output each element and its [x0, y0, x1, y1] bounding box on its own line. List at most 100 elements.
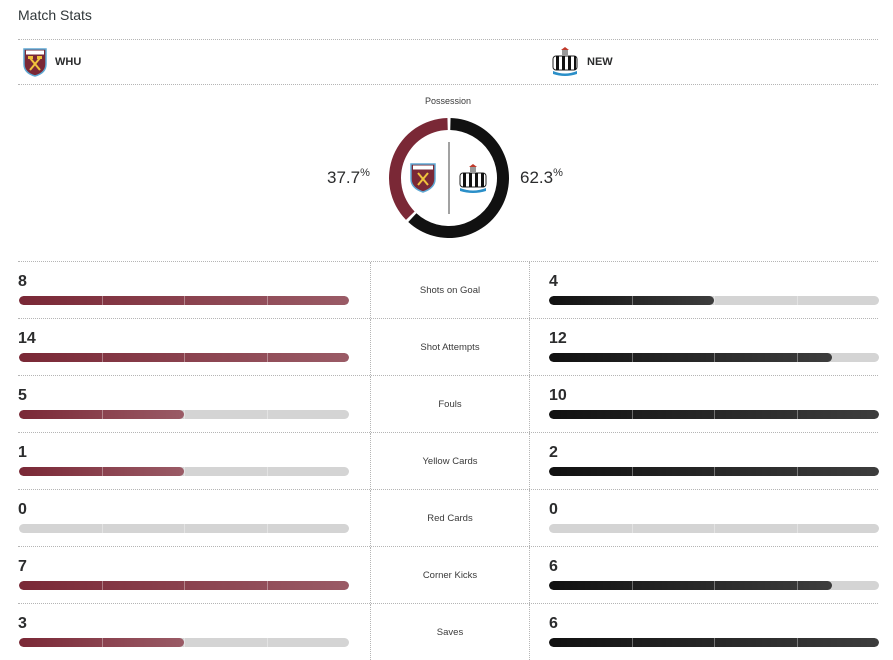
bar-segment	[266, 638, 268, 647]
stat-label: Yellow Cards	[370, 433, 530, 489]
stat-label: Saves	[370, 604, 530, 660]
bar-segment	[184, 410, 185, 419]
stat-home-bar	[19, 353, 349, 362]
bar-segment	[101, 638, 103, 647]
stat-away-value: 10	[549, 387, 567, 404]
bar-segment	[184, 638, 185, 647]
bar-segment	[184, 353, 185, 362]
bar-segment	[101, 581, 103, 590]
bar-segment	[796, 581, 798, 590]
west-ham-crest-icon	[23, 48, 47, 77]
possession-arc-away	[408, 118, 509, 238]
stat-label: Red Cards	[370, 490, 530, 546]
stat-label: Corner Kicks	[370, 547, 530, 603]
possession-away-value: 62.3%	[520, 167, 563, 187]
stat-home-bar	[19, 638, 349, 647]
stat-home-bar-fill	[19, 638, 268, 647]
bar-segment	[796, 296, 798, 305]
bar-segment	[714, 524, 715, 533]
stat-away-bar-fill	[549, 353, 832, 362]
stat-home-bar	[19, 524, 349, 533]
bar-segment	[796, 353, 798, 362]
bar-segment	[631, 524, 633, 533]
stat-away-bar-fill	[549, 638, 879, 647]
stat-home-bar-fill	[19, 581, 349, 590]
stat-away-value: 0	[549, 501, 558, 518]
possession-home-value: 37.7%	[327, 167, 370, 187]
bar-segment	[266, 410, 268, 419]
bar-segment	[631, 581, 633, 590]
bar-segment	[101, 524, 103, 533]
bar-segment	[266, 353, 268, 362]
bar-segment	[266, 524, 268, 533]
bar-segment	[714, 638, 715, 647]
stat-home-bar	[19, 467, 349, 476]
bar-segment	[714, 296, 715, 305]
stat-away-bar	[549, 581, 879, 590]
stat-away-bar-fill	[549, 410, 879, 419]
stat-row: 0 Red Cards 0	[18, 489, 879, 546]
bar-segment	[101, 296, 103, 305]
stat-away-bar	[549, 524, 879, 533]
stat-home-bar-fill	[19, 410, 268, 419]
stat-home-value: 3	[18, 615, 27, 632]
team-away: NEW	[550, 47, 613, 77]
stat-home-value: 7	[18, 558, 27, 575]
stat-home-value: 8	[18, 273, 27, 290]
stat-away-bar	[549, 410, 879, 419]
stat-row: 1 Yellow Cards 2	[18, 432, 879, 489]
possession-arc-home	[389, 118, 448, 220]
page-title: Match Stats	[18, 7, 92, 23]
bar-segment	[796, 524, 798, 533]
possession-label: Possession	[424, 96, 472, 106]
stat-away-value: 12	[549, 330, 567, 347]
bar-segment	[266, 467, 268, 476]
team-home-abbr: WHU	[55, 56, 82, 68]
bar-segment	[101, 353, 103, 362]
teams-header: WHU NEW	[18, 39, 878, 85]
bar-segment	[796, 467, 798, 476]
stat-away-value: 6	[549, 558, 558, 575]
stat-label: Fouls	[370, 376, 530, 432]
stat-away-bar	[549, 638, 879, 647]
stat-row: 3 Saves 6	[18, 603, 879, 660]
stat-home-bar-fill	[19, 353, 349, 362]
stat-home-value: 5	[18, 387, 27, 404]
stat-home-bar	[19, 581, 349, 590]
stat-home-bar	[19, 410, 349, 419]
stat-row: 5 Fouls 10	[18, 375, 879, 432]
stat-away-bar	[549, 467, 879, 476]
bar-segment	[184, 524, 185, 533]
bar-segment	[101, 410, 103, 419]
stat-home-value: 14	[18, 330, 36, 347]
bar-segment	[714, 581, 715, 590]
bar-segment	[714, 467, 715, 476]
bar-segment	[266, 581, 268, 590]
bar-segment	[796, 638, 798, 647]
bar-segment	[266, 296, 268, 305]
bar-segment	[714, 410, 715, 419]
bar-segment	[184, 467, 185, 476]
bar-segment	[714, 353, 715, 362]
stat-home-bar	[19, 296, 349, 305]
stat-home-bar-fill	[19, 296, 349, 305]
bar-segment	[101, 467, 103, 476]
stat-home-value: 1	[18, 444, 27, 461]
bar-segment	[184, 581, 185, 590]
bar-segment	[631, 467, 633, 476]
stat-away-value: 2	[549, 444, 558, 461]
stats-table: 8 Shots on Goal 4 14 Shot Attempts 12 5 Fouls 10…	[18, 261, 879, 660]
stat-away-value: 6	[549, 615, 558, 632]
bar-segment	[184, 296, 185, 305]
newcastle-crest-icon	[552, 47, 578, 76]
stat-away-bar-fill	[549, 296, 798, 305]
bar-segment	[631, 638, 633, 647]
stat-away-bar-fill	[549, 467, 879, 476]
west-ham-crest-icon	[410, 163, 436, 193]
bar-segment	[631, 296, 633, 305]
bar-segment	[796, 410, 798, 419]
stat-home-value: 0	[18, 501, 27, 518]
stat-away-bar-fill	[549, 581, 832, 590]
stat-away-bar	[549, 296, 879, 305]
stat-row: 8 Shots on Goal 4	[18, 261, 879, 318]
